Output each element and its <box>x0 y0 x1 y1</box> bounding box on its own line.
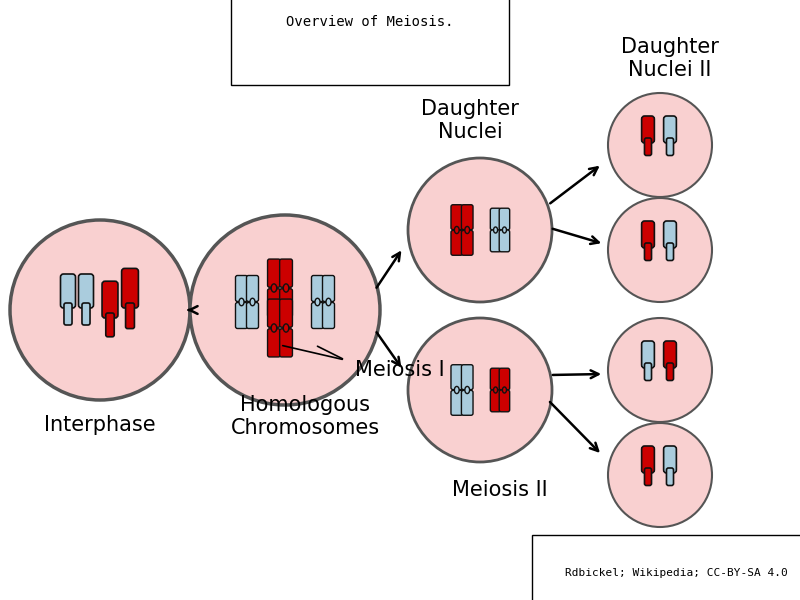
FancyBboxPatch shape <box>499 390 510 412</box>
Text: Daughter
Nuclei: Daughter Nuclei <box>421 99 519 142</box>
Ellipse shape <box>283 284 289 292</box>
FancyBboxPatch shape <box>499 208 510 230</box>
FancyBboxPatch shape <box>664 446 676 473</box>
Circle shape <box>608 423 712 527</box>
FancyBboxPatch shape <box>451 205 462 230</box>
FancyBboxPatch shape <box>462 365 473 389</box>
Ellipse shape <box>271 284 277 292</box>
FancyBboxPatch shape <box>451 365 462 389</box>
Text: Daughter
Nuclei II: Daughter Nuclei II <box>621 37 719 80</box>
FancyBboxPatch shape <box>280 289 293 317</box>
FancyBboxPatch shape <box>645 468 651 485</box>
FancyBboxPatch shape <box>311 302 323 329</box>
FancyBboxPatch shape <box>490 208 501 230</box>
Ellipse shape <box>239 298 244 306</box>
Circle shape <box>408 158 552 302</box>
FancyBboxPatch shape <box>462 205 473 230</box>
FancyBboxPatch shape <box>664 116 676 143</box>
FancyBboxPatch shape <box>102 281 118 318</box>
Ellipse shape <box>494 387 498 393</box>
FancyBboxPatch shape <box>280 259 293 287</box>
FancyBboxPatch shape <box>322 302 334 329</box>
Ellipse shape <box>502 227 506 233</box>
Ellipse shape <box>250 298 255 306</box>
FancyBboxPatch shape <box>235 302 247 329</box>
FancyBboxPatch shape <box>246 275 258 301</box>
FancyBboxPatch shape <box>642 446 654 473</box>
FancyBboxPatch shape <box>451 230 462 255</box>
Text: Rdbickel; Wikipedia; CC-BY-SA 4.0: Rdbickel; Wikipedia; CC-BY-SA 4.0 <box>566 568 788 578</box>
Text: Meiosis II: Meiosis II <box>452 480 548 500</box>
FancyBboxPatch shape <box>490 368 501 390</box>
FancyBboxPatch shape <box>642 221 654 248</box>
FancyBboxPatch shape <box>664 341 676 368</box>
FancyBboxPatch shape <box>490 390 501 412</box>
FancyBboxPatch shape <box>64 303 72 325</box>
Ellipse shape <box>315 298 320 306</box>
FancyBboxPatch shape <box>61 274 75 308</box>
FancyBboxPatch shape <box>666 138 674 155</box>
FancyBboxPatch shape <box>666 468 674 485</box>
FancyBboxPatch shape <box>280 329 293 357</box>
FancyBboxPatch shape <box>126 303 134 329</box>
FancyBboxPatch shape <box>267 259 280 287</box>
FancyBboxPatch shape <box>462 391 473 415</box>
FancyBboxPatch shape <box>664 221 676 248</box>
FancyBboxPatch shape <box>82 303 90 325</box>
FancyBboxPatch shape <box>78 274 94 308</box>
FancyBboxPatch shape <box>122 268 138 308</box>
FancyBboxPatch shape <box>451 391 462 415</box>
FancyBboxPatch shape <box>267 289 280 317</box>
FancyBboxPatch shape <box>106 313 114 337</box>
FancyBboxPatch shape <box>267 329 280 357</box>
Text: Overview of Meiosis.: Overview of Meiosis. <box>286 15 454 29</box>
FancyBboxPatch shape <box>490 230 501 252</box>
Text: Interphase: Interphase <box>44 415 156 435</box>
FancyBboxPatch shape <box>267 299 280 327</box>
FancyBboxPatch shape <box>462 230 473 255</box>
Ellipse shape <box>502 387 506 393</box>
FancyBboxPatch shape <box>642 341 654 368</box>
Ellipse shape <box>465 226 470 233</box>
Circle shape <box>408 318 552 462</box>
FancyBboxPatch shape <box>322 275 334 301</box>
Ellipse shape <box>326 298 331 306</box>
Ellipse shape <box>465 386 470 394</box>
Circle shape <box>608 198 712 302</box>
Circle shape <box>10 220 190 400</box>
Circle shape <box>190 215 380 405</box>
FancyBboxPatch shape <box>666 243 674 260</box>
FancyBboxPatch shape <box>666 363 674 380</box>
FancyBboxPatch shape <box>642 116 654 143</box>
Circle shape <box>608 318 712 422</box>
Ellipse shape <box>494 227 498 233</box>
FancyBboxPatch shape <box>235 275 247 301</box>
FancyBboxPatch shape <box>499 368 510 390</box>
FancyBboxPatch shape <box>645 363 651 380</box>
Ellipse shape <box>454 386 459 394</box>
Ellipse shape <box>454 226 459 233</box>
FancyBboxPatch shape <box>246 302 258 329</box>
Ellipse shape <box>271 324 277 332</box>
FancyBboxPatch shape <box>645 138 651 155</box>
FancyBboxPatch shape <box>311 275 323 301</box>
FancyBboxPatch shape <box>645 243 651 260</box>
Text: Homologous
Chromosomes: Homologous Chromosomes <box>230 395 379 438</box>
Ellipse shape <box>283 324 289 332</box>
Circle shape <box>608 93 712 197</box>
FancyBboxPatch shape <box>280 299 293 327</box>
Text: Meiosis I: Meiosis I <box>355 360 445 380</box>
FancyBboxPatch shape <box>499 230 510 252</box>
